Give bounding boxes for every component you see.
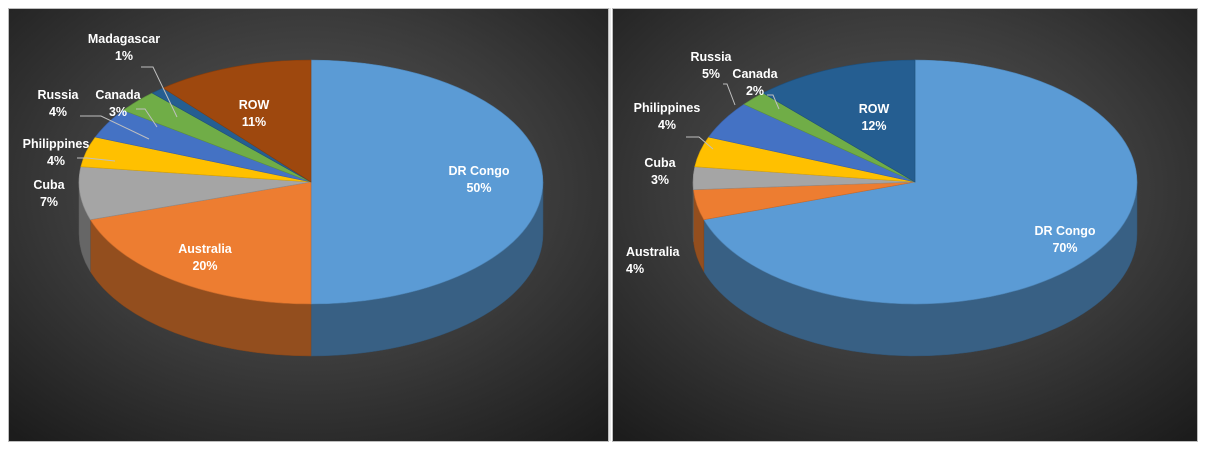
pie-chart-right: DR Congo 70% Australia 4% Cuba 3% Philippines 4… xyxy=(613,9,1197,441)
pie-slice-dr-congo xyxy=(310,59,544,305)
pie-slices xyxy=(692,59,1138,305)
slice-percent-russia: 4% xyxy=(49,105,67,119)
slice-label-cuba: Cuba xyxy=(644,156,676,170)
pie-slice-dr-congo xyxy=(703,59,1138,305)
slice-percent-philippines: 4% xyxy=(658,118,676,132)
leader-line-canada xyxy=(767,94,780,110)
slice-percent-canada: 2% xyxy=(746,84,764,98)
slice-percent-row: 11% xyxy=(242,115,266,129)
pie-slice-row xyxy=(162,59,312,183)
leader-line-philippines xyxy=(686,136,714,150)
slice-percent-philippines: 4% xyxy=(47,154,65,168)
slice-label-dr-congo: DR Congo xyxy=(448,164,509,178)
slice-label-philippines: Philippines xyxy=(23,137,90,151)
leader-line-canada xyxy=(136,108,158,128)
slice-percent-dr-congo: 50% xyxy=(466,181,491,195)
panel-divider xyxy=(609,8,611,441)
chart-panel-left: DR Congo 50% Australia 20% Cuba 7% Philippines… xyxy=(8,8,609,442)
slice-percent-row: 12% xyxy=(861,119,886,133)
slice-label-philippines: Philippines xyxy=(634,101,701,115)
slice-label-canada: Canada xyxy=(732,67,778,81)
leader-line-russia xyxy=(723,83,736,106)
slice-percent-madagascar: 1% xyxy=(115,49,133,63)
pie-slice-row xyxy=(762,59,916,183)
chart-panel-right: DR Congo 70% Australia 4% Cuba 3% Philippines 4… xyxy=(612,8,1198,442)
slice-percent-cuba: 7% xyxy=(40,195,58,209)
slice-percent-cuba: 3% xyxy=(651,173,669,187)
slice-label-russia: Russia xyxy=(38,88,80,102)
slice-percent-russia: 5% xyxy=(702,67,720,81)
leader-line-philippines xyxy=(77,157,116,162)
pie-slice-cuba xyxy=(78,166,312,221)
slice-label-australia: Australia xyxy=(178,242,233,256)
pie-slice-australia xyxy=(89,181,312,305)
slice-percent-australia: 20% xyxy=(192,259,217,273)
slice-label-australia: Australia xyxy=(626,245,681,259)
pie-chart-left: DR Congo 50% Australia 20% Cuba 7% Philippines… xyxy=(9,9,608,441)
leader-line-madagascar xyxy=(141,66,178,118)
slice-percent-canada: 3% xyxy=(109,105,127,119)
slice-label-russia: Russia xyxy=(691,50,733,64)
slice-label-row: ROW xyxy=(239,98,270,112)
slice-label-madagascar: Madagascar xyxy=(88,32,160,46)
pie-slices xyxy=(78,59,544,305)
slice-label-cuba: Cuba xyxy=(33,178,65,192)
pie-data-labels: DR Congo 70% Australia 4% Cuba 3% Philippines 4… xyxy=(626,50,1096,276)
pie-data-labels: DR Congo 50% Australia 20% Cuba 7% Philippines… xyxy=(23,32,510,273)
slice-label-row: ROW xyxy=(859,102,890,116)
slice-label-dr-congo: DR Congo xyxy=(1034,224,1095,238)
leader-line-russia xyxy=(80,115,150,140)
slice-label-canada: Canada xyxy=(95,88,141,102)
slice-percent-australia: 4% xyxy=(626,262,644,276)
slice-percent-dr-congo: 70% xyxy=(1052,241,1077,255)
